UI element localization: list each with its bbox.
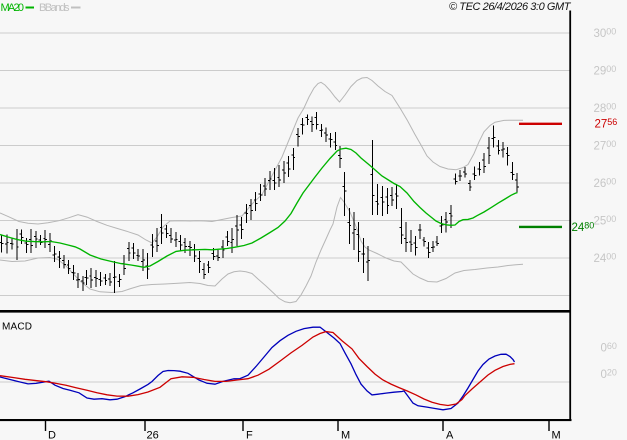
svg-text:26: 26 [147,430,159,440]
svg-text:BBands: BBands [39,2,70,14]
svg-text:MACD: MACD [2,322,32,333]
svg-text:M: M [552,430,561,440]
svg-text:F: F [246,430,253,440]
svg-text:D: D [48,430,56,440]
svg-text:© TEC 26/4/2026 3:0 GMT: © TEC 26/4/2026 3:0 GMT [449,1,572,13]
svg-text:M: M [341,430,350,440]
svg-text:A: A [446,430,454,440]
svg-text:MA20: MA20 [1,2,25,14]
